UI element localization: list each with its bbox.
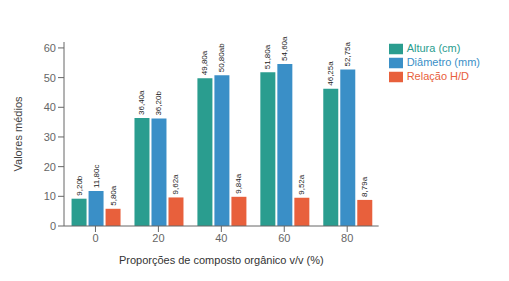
svg-text:9,84a: 9,84a [234, 173, 243, 194]
svg-text:9,20b: 9,20b [75, 175, 84, 196]
html-text:Diâmetro (mm): Diâmetro (mm) [406, 56, 480, 69]
svg-text:60: 60 [278, 232, 290, 244]
svg-text:8,79a: 8,79a [360, 176, 369, 197]
html-text:Relação H/D: Relação H/D [406, 70, 469, 83]
svg-text:Valores médios: Valores médios [12, 96, 24, 171]
svg-text:5,80a: 5,80a [109, 185, 118, 206]
svg-text:40: 40 [215, 232, 227, 244]
svg-text:50,80ab: 50,80ab [217, 43, 226, 72]
svg-text:36,20b: 36,20b [154, 91, 163, 116]
svg-text:0: 0 [50, 220, 56, 232]
svg-text:9,52a: 9,52a [297, 174, 306, 195]
svg-text:60: 60 [44, 42, 56, 54]
svg-text:10: 10 [44, 190, 56, 202]
svg-text:30: 30 [44, 131, 56, 143]
svg-text:11,80c: 11,80c [92, 165, 101, 188]
svg-text:49,80a: 49,80a [200, 50, 209, 75]
svg-text:Proporções de composto orgânic: Proporções de composto orgânico v/v (%) [119, 254, 324, 266]
svg-text:46,25a: 46,25a [326, 61, 335, 86]
svg-text:51,80a: 51,80a [263, 44, 272, 69]
svg-text:20: 20 [152, 232, 164, 244]
svg-text:9,62a: 9,62a [171, 174, 180, 195]
html-text:Altura (cm): Altura (cm) [406, 42, 461, 54]
svg-text:80: 80 [341, 232, 353, 244]
svg-text:40: 40 [44, 101, 56, 113]
svg-text:0: 0 [92, 232, 98, 244]
svg-text:52,75a: 52,75a [343, 41, 352, 66]
svg-text:36,40a: 36,40a [137, 90, 146, 115]
svg-text:20: 20 [44, 161, 56, 173]
svg-text:54,60a: 54,60a [280, 36, 289, 61]
svg-text:50: 50 [44, 72, 56, 84]
